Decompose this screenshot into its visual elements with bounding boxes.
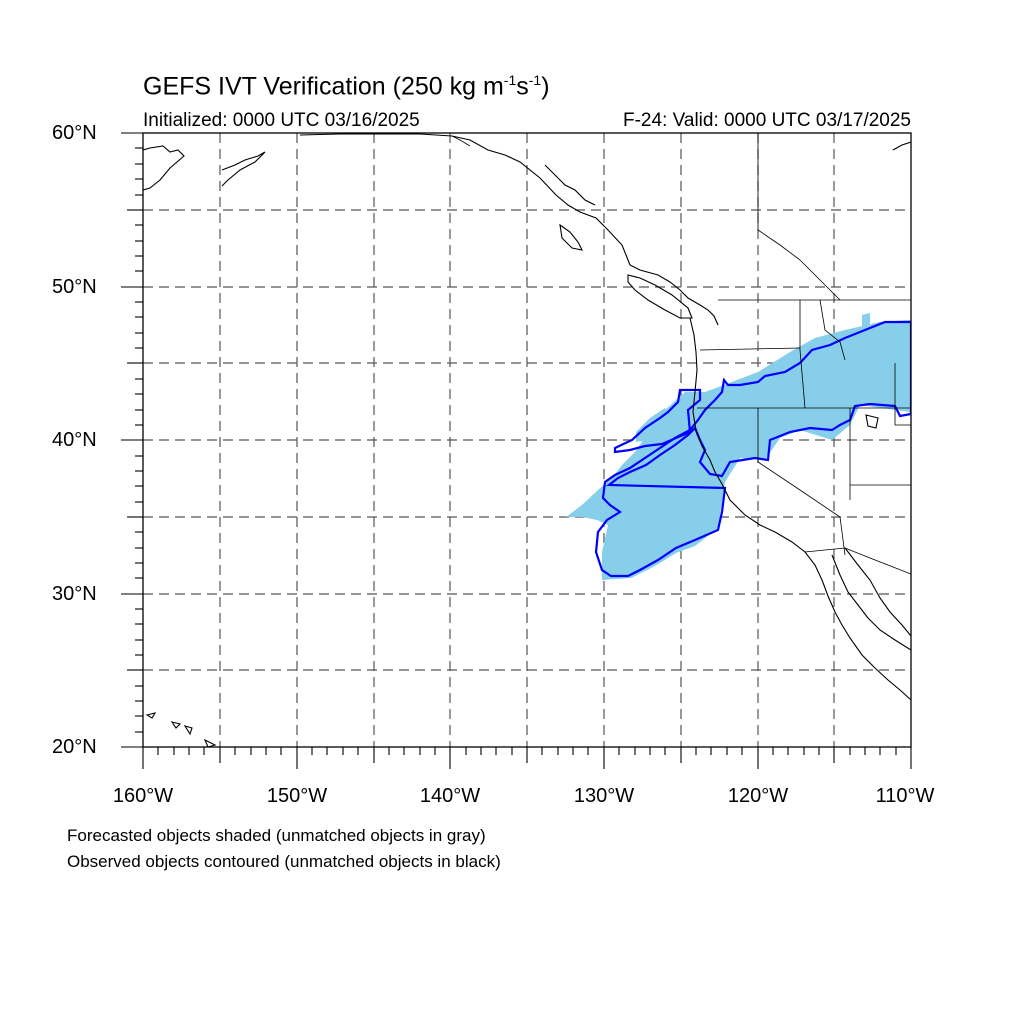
montana-idaho-border	[819, 299, 846, 361]
coastline-west-coast	[689, 317, 911, 701]
boundaries	[451, 133, 911, 575]
coastlines	[143, 133, 911, 747]
valid-time: F-24: Valid: 0000 UTC 03/17/2025	[623, 110, 911, 131]
idaho-border	[799, 300, 806, 409]
forecast-object	[566, 320, 911, 580]
lat-label-20n: 20°N	[52, 736, 97, 758]
lon-label-160w: 160°W	[112, 785, 174, 807]
footnote-forecast: Forecasted objects shaded (unmatched obj…	[67, 826, 486, 845]
graticule	[143, 133, 911, 747]
lat-label-60n: 60°N	[52, 122, 97, 144]
lon-label-130w: 130°W	[573, 785, 635, 807]
lon-label-120w: 120°W	[727, 785, 789, 807]
forecast-object	[862, 313, 870, 327]
coastline-gulf-alaska	[299, 133, 631, 266]
map-title: GEFS IVT Verification (250 kg m-1s-1)	[143, 72, 550, 101]
initialized-time: Initialized: 0000 UTC 03/16/2025	[143, 110, 420, 131]
us-mexico-border	[804, 547, 911, 575]
island-hawaii	[203, 738, 217, 747]
coastline-baja-gulf	[831, 554, 911, 651]
island-hawaii	[183, 725, 193, 736]
observed-contour	[594, 320, 911, 578]
hudson-bay-edge	[892, 141, 911, 151]
oregon-washington-border	[699, 347, 801, 351]
island-hawaii	[170, 721, 182, 729]
footnote-observed: Observed objects contoured (unmatched ob…	[67, 852, 501, 871]
bc-alberta-border	[757, 133, 841, 301]
coastline-se-alaska	[544, 164, 596, 206]
lon-label-140w: 140°W	[419, 785, 481, 807]
vancouver-island	[627, 274, 693, 319]
lat-label-50n: 50°N	[52, 276, 97, 298]
coastline-mexico-mainland	[844, 547, 911, 637]
island-hawaii	[145, 712, 157, 719]
lon-label-150w: 150°W	[266, 785, 328, 807]
observed-contour	[613, 388, 702, 454]
utah-wyoming-border	[894, 363, 911, 426]
lat-label-40n: 40°N	[52, 429, 97, 451]
coastline-alaska-peninsula	[221, 151, 266, 187]
nevada-california-border	[757, 408, 846, 556]
tick-marks	[121, 132, 912, 769]
coastline-bc	[629, 264, 719, 326]
lon-label-110w: 110°W	[875, 785, 935, 807]
coastline-alaska	[143, 145, 185, 191]
lat-label-30n: 30°N	[52, 583, 97, 605]
alaska-canada-border	[451, 135, 471, 147]
great-salt-lake	[865, 414, 879, 429]
island-group	[559, 223, 583, 251]
